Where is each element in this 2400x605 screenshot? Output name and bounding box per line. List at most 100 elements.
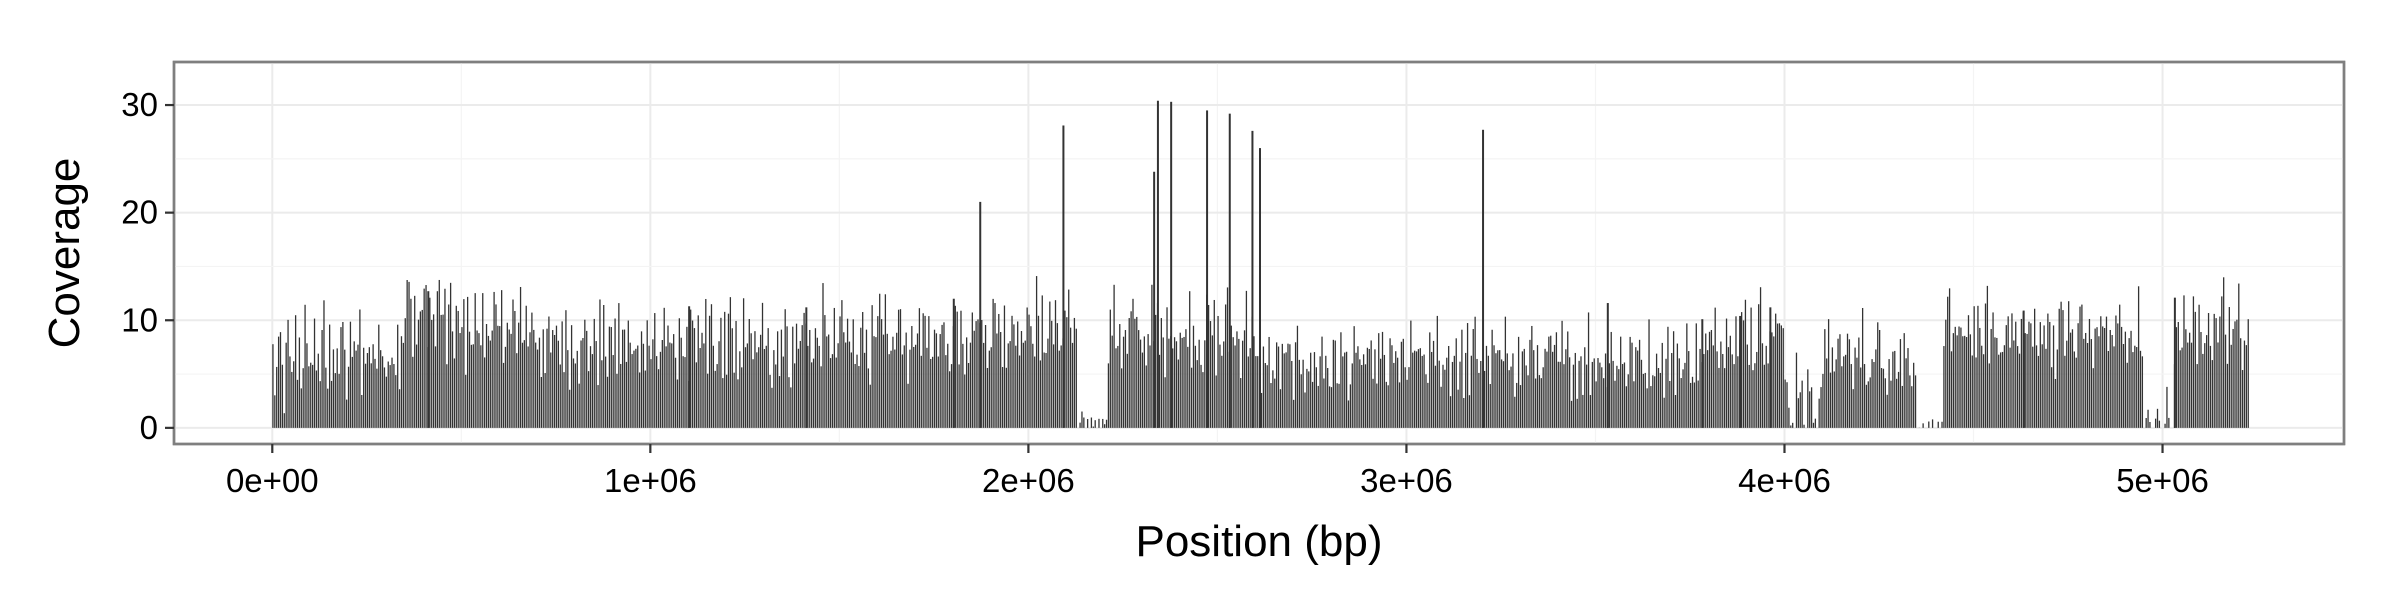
- coverage-bar: [1932, 419, 1933, 427]
- coverage-bar: [437, 291, 438, 428]
- coverage-bar: [2244, 341, 2245, 428]
- coverage-bar: [1966, 337, 1967, 428]
- coverage-bar: [425, 285, 426, 428]
- coverage-bar: [1749, 365, 1750, 428]
- coverage-bar: [754, 331, 755, 428]
- coverage-bar: [558, 341, 559, 428]
- coverage-bar: [544, 373, 545, 428]
- coverage-bar: [1308, 371, 1309, 427]
- coverage-bar: [1673, 331, 1674, 428]
- coverage-bar: [1771, 332, 1772, 427]
- coverage-bar: [1664, 398, 1665, 428]
- coverage-bar: [1234, 345, 1235, 427]
- coverage-bar: [397, 325, 398, 428]
- coverage-bar: [1295, 342, 1296, 428]
- coverage-bar: [1346, 352, 1347, 428]
- coverage-bar: [2147, 410, 2148, 428]
- coverage-bar: [1363, 354, 1364, 428]
- coverage-bar: [473, 344, 474, 428]
- coverage-bar: [1758, 304, 1759, 428]
- coverage-bar: [465, 375, 466, 428]
- coverage-bar: [488, 336, 489, 428]
- coverage-bar: [1709, 332, 1710, 428]
- coverage-bar: [280, 332, 281, 428]
- coverage-bar: [815, 328, 816, 428]
- coverage-bar: [1622, 364, 1623, 428]
- coverage-bar: [923, 313, 924, 428]
- coverage-bar: [788, 377, 789, 428]
- coverage-bar: [1155, 315, 1156, 428]
- coverage-bar: [1484, 371, 1485, 428]
- coverage-bar: [1524, 349, 1525, 428]
- coverage-bar: [1928, 422, 1929, 428]
- coverage-bar: [858, 366, 859, 428]
- coverage-bar: [414, 296, 415, 428]
- coverage-bar: [1140, 340, 1141, 428]
- coverage-bar: [1045, 353, 1046, 428]
- coverage-bar: [1493, 345, 1494, 428]
- coverage-bar: [2140, 351, 2141, 428]
- coverage-bar: [836, 358, 837, 428]
- coverage-bar: [1253, 336, 1254, 428]
- coverage-bar: [671, 343, 672, 427]
- coverage-bar: [768, 328, 769, 428]
- coverage-bar: [548, 317, 549, 428]
- coverage-bar: [1592, 362, 1593, 428]
- coverage-bar: [395, 375, 396, 428]
- coverage-bar: [2112, 335, 2113, 428]
- coverage-bar: [1329, 386, 1330, 428]
- coverage-bar: [656, 356, 657, 428]
- coverage-bar: [535, 343, 536, 428]
- coverage-bar: [911, 326, 912, 428]
- coverage-bar: [1221, 356, 1222, 428]
- coverage-bar: [1705, 333, 1706, 427]
- coverage-peak: [1062, 125, 1064, 427]
- coverage-bar: [493, 292, 494, 428]
- coverage-bar: [1217, 316, 1218, 428]
- coverage-bar: [306, 343, 307, 428]
- coverage-bar: [1246, 291, 1247, 428]
- coverage-bar: [1263, 347, 1264, 428]
- coverage-bar: [643, 344, 644, 428]
- coverage-bar: [1110, 310, 1111, 428]
- coverage-bar: [2127, 363, 2128, 428]
- coverage-bar: [1289, 344, 1290, 428]
- coverage-bar: [631, 354, 632, 428]
- coverage-bar: [599, 299, 600, 427]
- coverage-bar: [575, 363, 576, 427]
- coverage-bar: [1013, 324, 1014, 427]
- coverage-bar: [907, 384, 908, 428]
- coverage-bar: [1781, 325, 1782, 427]
- coverage-bar: [2138, 286, 2139, 428]
- coverage-bar: [981, 320, 982, 428]
- coverage-bar: [2200, 332, 2201, 428]
- coverage-bar: [1285, 352, 1286, 427]
- coverage-bar: [947, 344, 948, 428]
- coverage-bar: [1004, 306, 1005, 428]
- coverage-bar: [2113, 346, 2114, 427]
- coverage-bar: [837, 343, 838, 428]
- coverage-bar: [1113, 285, 1114, 428]
- coverage-bar: [614, 319, 615, 428]
- coverage-bar: [579, 384, 580, 428]
- coverage-bar: [1121, 368, 1122, 428]
- coverage-bar: [913, 347, 914, 428]
- coverage-bar: [1129, 318, 1130, 428]
- coverage-peak: [427, 291, 429, 428]
- coverage-bar: [783, 357, 784, 428]
- coverage-bar: [919, 308, 920, 428]
- coverage-bar: [1081, 412, 1082, 428]
- coverage-bar: [635, 349, 636, 428]
- coverage-bar: [1558, 362, 1559, 428]
- coverage-bar: [2011, 313, 2012, 427]
- coverage-bar: [906, 333, 907, 428]
- coverage-bar: [1091, 418, 1092, 428]
- coverage-bar: [1698, 381, 1699, 428]
- coverage-bar: [943, 322, 944, 428]
- coverage-bar: [1953, 333, 1954, 428]
- coverage-bar: [527, 346, 528, 427]
- coverage-peak: [1157, 101, 1159, 428]
- coverage-bar: [518, 323, 519, 428]
- y-tick-label: 10: [121, 301, 158, 338]
- coverage-bar: [974, 331, 975, 428]
